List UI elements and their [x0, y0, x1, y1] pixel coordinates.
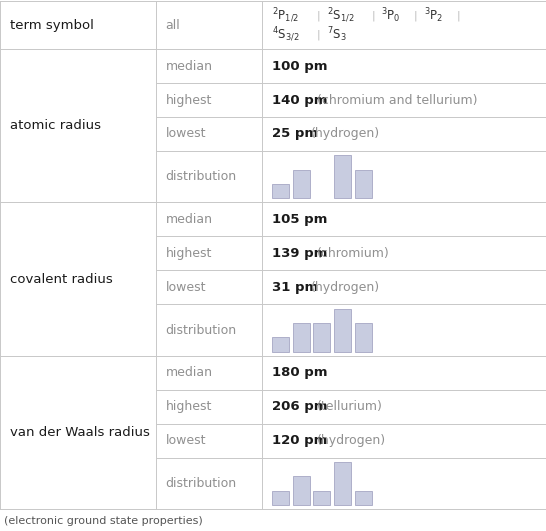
Text: distribution: distribution: [165, 477, 236, 490]
Text: van der Waals radius: van der Waals radius: [10, 426, 150, 439]
Text: 180 pm: 180 pm: [272, 366, 328, 379]
Bar: [355, 323, 372, 352]
Text: term symbol: term symbol: [10, 19, 94, 31]
Text: $^{3}$P$_{2}$: $^{3}$P$_{2}$: [424, 6, 443, 25]
Text: atomic radius: atomic radius: [10, 119, 101, 132]
Text: $^{4}$S$_{3/2}$: $^{4}$S$_{3/2}$: [272, 25, 299, 44]
Text: |: |: [371, 10, 375, 21]
Text: (chromium and tellurium): (chromium and tellurium): [317, 93, 478, 107]
Bar: [334, 155, 351, 198]
Text: 100 pm: 100 pm: [272, 59, 328, 73]
Text: median: median: [165, 213, 212, 226]
Text: lowest: lowest: [165, 281, 206, 294]
Text: highest: highest: [165, 93, 212, 107]
Text: $^{2}$S$_{1/2}$: $^{2}$S$_{1/2}$: [327, 6, 354, 24]
Text: all: all: [165, 19, 180, 31]
Text: lowest: lowest: [165, 434, 206, 447]
Bar: [272, 184, 289, 198]
Bar: [355, 169, 372, 198]
Text: |: |: [414, 10, 418, 21]
Text: |: |: [456, 10, 460, 21]
Bar: [293, 169, 310, 198]
Bar: [272, 491, 289, 505]
Text: highest: highest: [165, 400, 212, 413]
Text: (hydrogen): (hydrogen): [310, 281, 379, 294]
Text: 120 pm: 120 pm: [272, 434, 327, 447]
Text: distribution: distribution: [165, 323, 236, 337]
Text: median: median: [165, 59, 212, 73]
Text: $^{7}$S$_{3}$: $^{7}$S$_{3}$: [327, 25, 346, 44]
Text: distribution: distribution: [165, 170, 236, 183]
Text: 206 pm: 206 pm: [272, 400, 328, 413]
Text: 105 pm: 105 pm: [272, 213, 327, 226]
Text: 140 pm: 140 pm: [272, 93, 328, 107]
Text: (tellurium): (tellurium): [317, 400, 383, 413]
Text: (electronic ground state properties): (electronic ground state properties): [4, 516, 203, 526]
Bar: [313, 323, 330, 352]
Text: 31 pm: 31 pm: [272, 281, 318, 294]
Text: |: |: [317, 29, 321, 40]
Text: 25 pm: 25 pm: [272, 127, 318, 141]
Text: lowest: lowest: [165, 127, 206, 141]
Bar: [272, 337, 289, 352]
Text: highest: highest: [165, 247, 212, 260]
Bar: [355, 491, 372, 505]
Bar: [334, 309, 351, 352]
Bar: [293, 323, 310, 352]
Text: |: |: [317, 10, 321, 21]
Text: $^{3}$P$_{0}$: $^{3}$P$_{0}$: [381, 6, 401, 25]
Text: 139 pm: 139 pm: [272, 247, 327, 260]
Text: (hydrogen): (hydrogen): [317, 434, 387, 447]
Text: (hydrogen): (hydrogen): [310, 127, 379, 141]
Text: median: median: [165, 366, 212, 379]
Text: covalent radius: covalent radius: [10, 272, 112, 286]
Text: (chromium): (chromium): [317, 247, 390, 260]
Bar: [334, 462, 351, 505]
Bar: [293, 476, 310, 505]
Text: $^{2}$P$_{1/2}$: $^{2}$P$_{1/2}$: [272, 6, 299, 24]
Bar: [313, 491, 330, 505]
